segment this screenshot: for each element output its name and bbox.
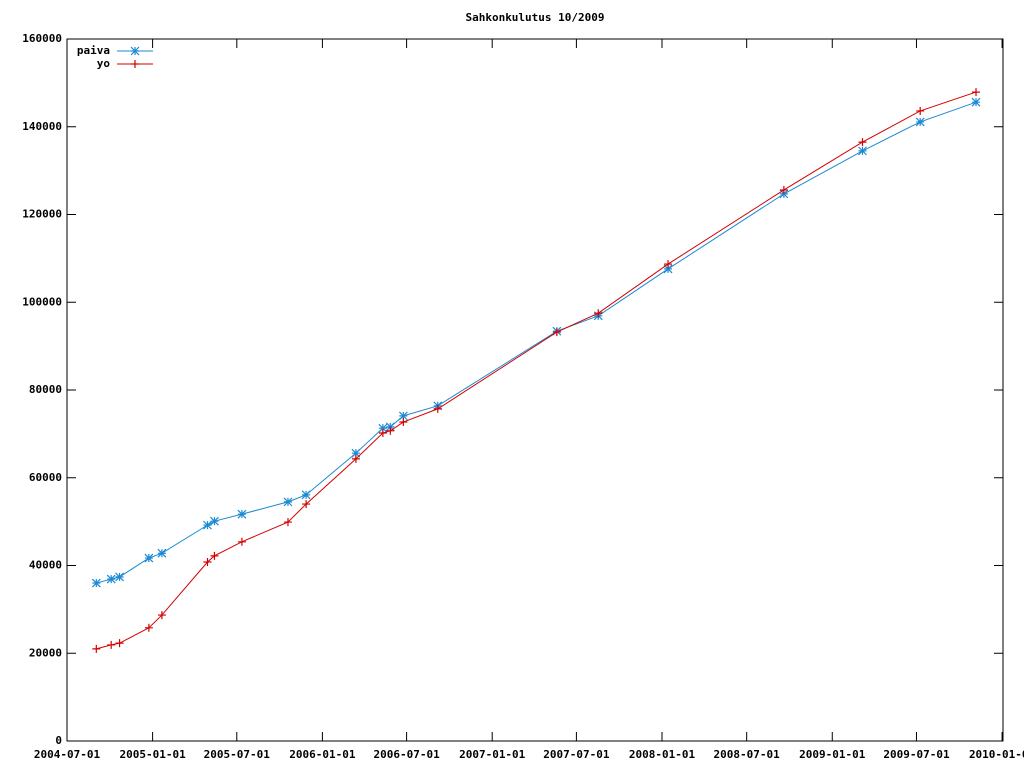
data-point xyxy=(552,328,561,337)
x-tick-label: 2004-07-01 xyxy=(34,748,101,761)
legend-marker xyxy=(131,60,139,68)
x-tick-label: 2005-01-01 xyxy=(119,748,186,761)
data-point xyxy=(594,309,603,318)
series-line xyxy=(96,101,977,584)
y-tick-label: 60000 xyxy=(29,471,62,484)
y-tick-label: 80000 xyxy=(29,383,62,396)
data-point xyxy=(106,574,116,584)
data-point xyxy=(915,117,925,127)
chart-title: Sahkonkulutus 10/2009 xyxy=(465,11,604,24)
data-point xyxy=(115,639,124,648)
data-point xyxy=(283,497,293,507)
data-point xyxy=(91,578,101,588)
data-point xyxy=(302,500,311,509)
data-point xyxy=(351,454,360,463)
data-point xyxy=(399,418,408,427)
data-point xyxy=(115,572,124,582)
data-point xyxy=(433,404,442,413)
data-point xyxy=(971,97,981,107)
data-point xyxy=(663,264,673,274)
data-point xyxy=(398,411,408,421)
x-tick-label: 2008-01-01 xyxy=(629,748,696,761)
data-point xyxy=(858,146,867,156)
x-tick-label: 2009-07-01 xyxy=(883,748,950,761)
data-point xyxy=(203,557,212,566)
data-point xyxy=(107,640,116,649)
y-tick-label: 0 xyxy=(55,734,62,747)
legend-label: paiva xyxy=(77,44,110,57)
x-tick-label: 2006-01-01 xyxy=(289,748,356,761)
y-tick-label: 160000 xyxy=(22,32,62,45)
series-line xyxy=(96,91,977,650)
legend-marker xyxy=(130,46,140,56)
data-point xyxy=(858,138,867,147)
data-point xyxy=(351,448,361,458)
data-point xyxy=(283,518,292,527)
x-tick-label: 2009-01-01 xyxy=(799,748,866,761)
x-tick-label: 2007-01-01 xyxy=(459,748,526,761)
y-tick-label: 140000 xyxy=(22,120,62,133)
data-point xyxy=(210,551,219,560)
data-point xyxy=(144,623,153,632)
legend-label: yo xyxy=(97,57,111,70)
data-point xyxy=(378,428,387,437)
data-point xyxy=(157,611,166,620)
y-tick-label: 100000 xyxy=(22,295,62,308)
data-point xyxy=(779,185,788,194)
data-point xyxy=(237,537,246,546)
x-tick-label: 2005-07-01 xyxy=(204,748,271,761)
x-tick-label: 2010-01-01 xyxy=(969,748,1024,761)
x-tick-label: 2008-07-01 xyxy=(714,748,781,761)
data-point xyxy=(664,260,673,269)
data-point xyxy=(92,644,101,653)
x-tick-label: 2006-07-01 xyxy=(373,748,440,761)
y-tick-label: 40000 xyxy=(29,559,62,572)
data-point xyxy=(144,553,154,563)
data-point xyxy=(237,509,247,519)
data-point xyxy=(916,106,925,115)
data-point xyxy=(210,516,219,526)
data-point xyxy=(378,423,388,433)
data-point xyxy=(301,490,311,500)
y-tick-label: 20000 xyxy=(29,646,62,659)
data-point xyxy=(157,548,167,558)
data-point xyxy=(203,520,212,530)
data-point xyxy=(386,426,395,435)
y-tick-label: 120000 xyxy=(22,208,62,221)
data-point xyxy=(972,88,981,97)
x-tick-label: 2007-07-01 xyxy=(543,748,610,761)
